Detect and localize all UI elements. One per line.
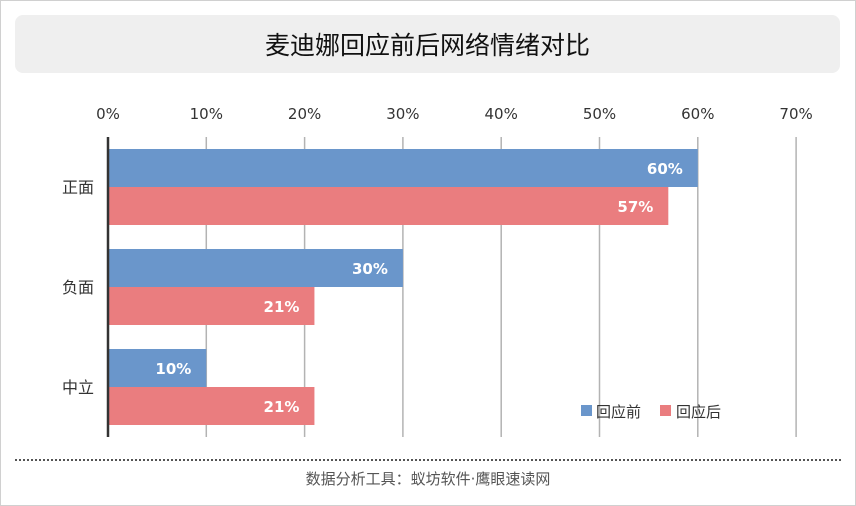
legend-swatch-after bbox=[660, 405, 671, 416]
bar bbox=[108, 187, 669, 225]
data-label: 60% bbox=[647, 160, 683, 178]
x-tick-label: 10% bbox=[190, 105, 223, 123]
x-tick-label: 60% bbox=[681, 105, 714, 123]
legend-label-after: 回应后 bbox=[676, 403, 721, 421]
bar bbox=[108, 349, 207, 387]
x-tick-label: 50% bbox=[583, 105, 616, 123]
x-tick-label: 0% bbox=[96, 105, 120, 123]
data-label: 10% bbox=[155, 360, 191, 378]
legend-label-before: 回应前 bbox=[596, 403, 641, 421]
bar bbox=[108, 149, 698, 187]
bar bbox=[108, 249, 403, 287]
x-tick-label: 20% bbox=[288, 105, 321, 123]
x-tick-label: 30% bbox=[386, 105, 419, 123]
data-label: 30% bbox=[352, 260, 388, 278]
data-label: 21% bbox=[264, 398, 300, 416]
data-label: 21% bbox=[264, 298, 300, 316]
x-tick-label: 70% bbox=[779, 105, 812, 123]
footer-source: 数据分析工具：蚁坊软件·鹰眼速读网 bbox=[305, 470, 551, 488]
y-tick-label: 负面 bbox=[62, 278, 94, 297]
chart-title: 麦迪娜回应前后网络情绪对比 bbox=[15, 15, 840, 73]
y-tick-label: 正面 bbox=[62, 178, 94, 197]
x-tick-label: 40% bbox=[485, 105, 518, 123]
y-tick-label: 中立 bbox=[62, 378, 94, 397]
bar bbox=[108, 387, 315, 425]
bar bbox=[108, 287, 315, 325]
data-label: 57% bbox=[617, 198, 653, 216]
footer-divider bbox=[15, 459, 841, 461]
legend-swatch-before bbox=[581, 405, 592, 416]
